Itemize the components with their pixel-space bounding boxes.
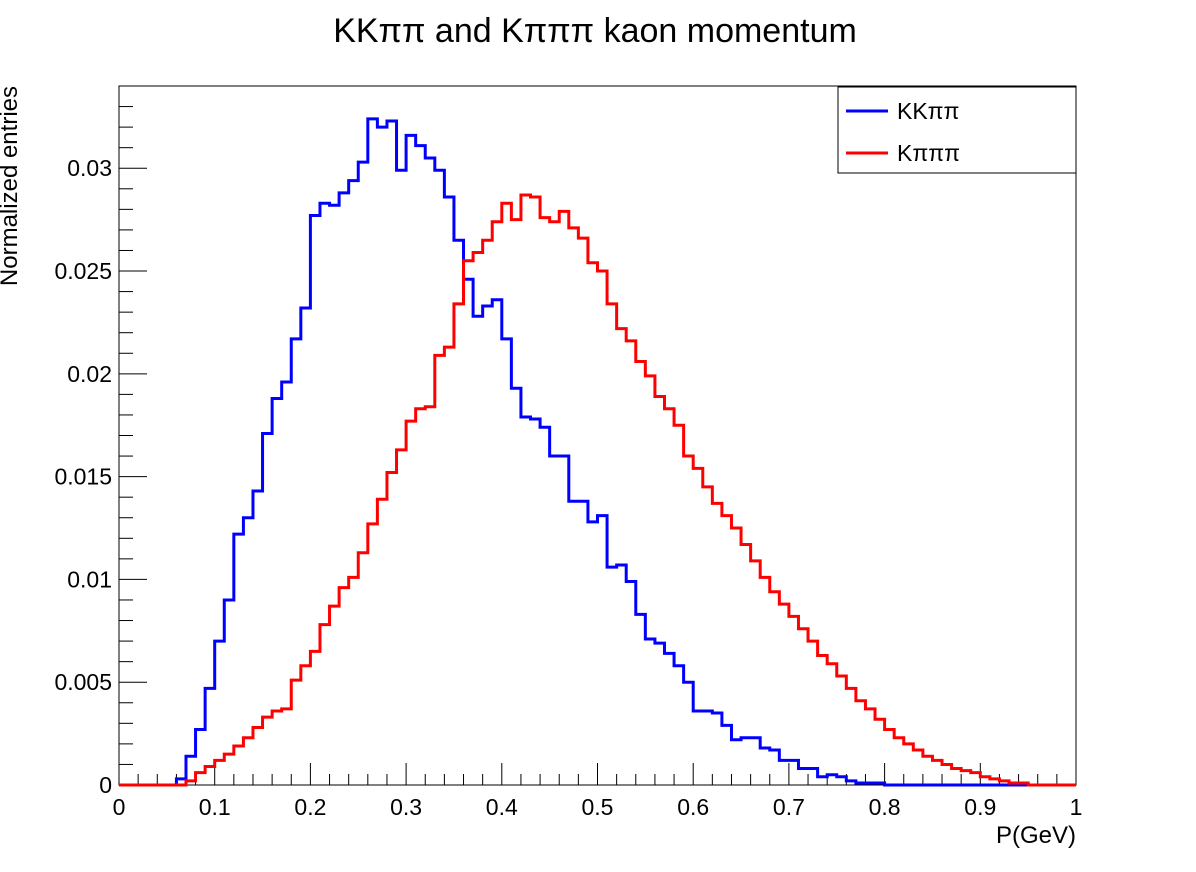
y-tick-label: 0 [99,772,112,798]
legend-label-kpipipi: Kπππ [897,140,960,166]
x-tick-label: 0.7 [773,794,805,820]
x-tick-label: 1 [1070,794,1083,820]
x-tick-label: 0.6 [677,794,709,820]
y-tick-labels: 0 0.005 0.01 0.015 0.02 0.025 0.03 [54,155,112,798]
legend-box [837,86,1077,174]
legend: KKππ Kπππ [837,86,1077,174]
x-axis-label: P(GeV) [996,822,1076,849]
x-tick-label: 0.2 [294,794,326,820]
series-kpipipi-line [119,193,1076,787]
x-tick-label: 0 [113,794,126,820]
x-tick-label: 0.4 [486,794,518,820]
series-group [119,117,1076,787]
y-tick-label: 0.01 [67,566,112,592]
chart-title: KKππ and Kπππ kaon momentum [333,12,857,50]
y-tick-label: 0.025 [54,258,112,284]
x-tick-labels: 0 0.1 0.2 0.3 0.4 0.5 0.6 0.7 0.8 0.9 1 [113,794,1083,820]
y-tick-label: 0.015 [54,464,112,490]
legend-label-kkpipi: KKππ [897,98,959,124]
y-tick-label: 0.02 [67,361,112,387]
x-tick-label: 0.1 [199,794,231,820]
x-tick-label: 0.9 [964,794,996,820]
series-kkpipi-line [119,117,1076,787]
y-tick-label: 0.005 [54,669,112,695]
x-tick-label: 0.8 [869,794,901,820]
x-tick-label: 0.5 [582,794,614,820]
y-axis-label: Normalized entries [0,86,23,286]
y-tick-label: 0.03 [67,155,112,181]
x-tick-label: 0.3 [390,794,422,820]
